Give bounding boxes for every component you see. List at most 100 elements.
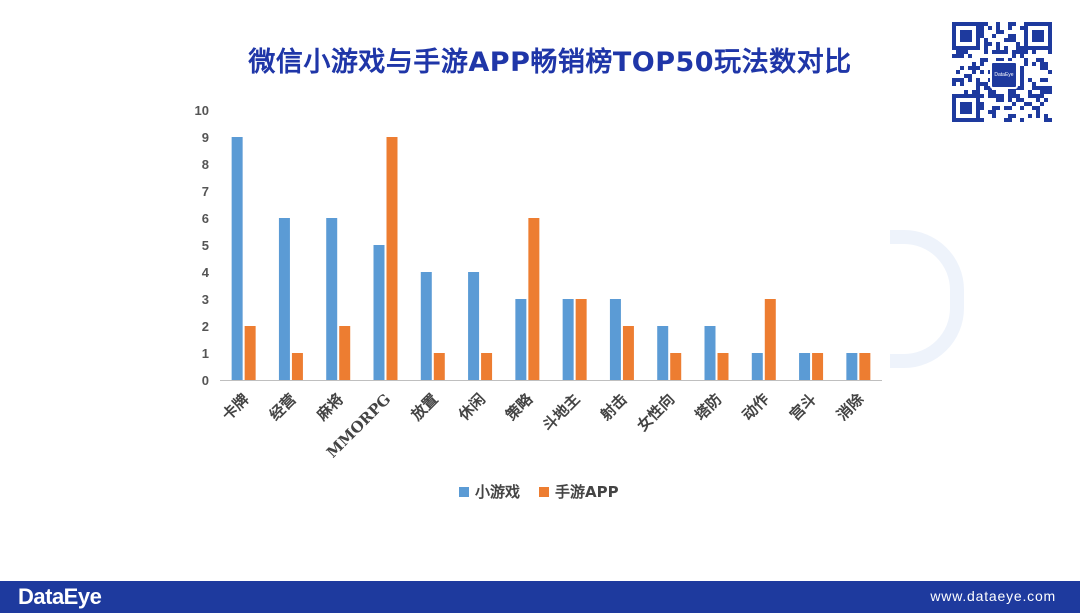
qr-module	[956, 78, 960, 82]
qr-module	[1036, 86, 1040, 90]
qr-module	[980, 82, 984, 86]
qr-module	[1048, 86, 1052, 90]
qr-module	[984, 86, 988, 90]
qr-module	[1004, 50, 1008, 54]
qr-module	[1004, 118, 1008, 122]
qr-module	[1020, 118, 1024, 122]
qr-module	[980, 102, 984, 106]
qr-module	[964, 50, 968, 54]
qr-module	[1016, 42, 1020, 46]
qr-module	[1040, 66, 1044, 70]
qr-module	[980, 118, 984, 122]
qr-module	[984, 82, 988, 86]
qr-module	[980, 70, 984, 74]
x-tick-label: 动作	[739, 390, 773, 424]
bar-小游戏	[515, 299, 527, 380]
qr-module	[996, 94, 1000, 98]
bar-小游戏	[704, 326, 716, 380]
bar-小游戏	[278, 218, 290, 380]
qr-module	[1020, 82, 1024, 86]
bar-手游APP	[670, 353, 682, 380]
qr-module	[1008, 38, 1012, 42]
footer-brand-logo: DataEye	[18, 584, 102, 609]
qr-pattern	[952, 22, 1052, 122]
legend-swatch-手游APP	[539, 487, 549, 497]
legend-label: 小游戏	[475, 483, 520, 501]
qr-module	[1020, 106, 1024, 110]
qr-module	[1020, 74, 1024, 78]
chart-title: 微信小游戏与手游APP畅销榜TOP50玩法数对比	[248, 47, 852, 78]
qr-module	[1012, 90, 1016, 94]
x-tick-label: 宫斗	[786, 390, 820, 424]
qr-module	[1028, 90, 1032, 94]
qr-module	[996, 50, 1000, 54]
qr-module	[1040, 90, 1044, 94]
bar-小游戏	[846, 353, 858, 380]
qr-module	[1012, 38, 1016, 42]
qr-module	[1024, 102, 1028, 106]
qr-module	[1036, 94, 1040, 98]
y-tick-label: 10	[195, 103, 209, 118]
bar-手游APP	[339, 326, 351, 380]
x-tick-label: 斗地主	[539, 390, 584, 435]
qr-module	[980, 22, 984, 26]
qr-module	[968, 54, 972, 58]
qr-logo: DataEye	[990, 61, 1018, 89]
qr-module	[1032, 106, 1036, 110]
bar-小游戏	[468, 272, 480, 380]
bar-手游APP	[764, 299, 776, 380]
qr-module	[1008, 22, 1012, 26]
qr-module	[1024, 58, 1028, 62]
bar-小游戏	[751, 353, 763, 380]
qr-module	[956, 54, 960, 58]
qr-module	[996, 106, 1000, 110]
y-tick-label: 0	[202, 373, 209, 388]
qr-module	[960, 78, 964, 82]
qr-module	[1004, 38, 1008, 42]
qr-module	[1000, 50, 1004, 54]
qr-module	[984, 50, 988, 54]
bar-小游戏	[231, 137, 243, 380]
qr-module	[964, 74, 968, 78]
qr-module	[976, 78, 980, 82]
qr-module	[996, 46, 1000, 50]
qr-module	[1008, 34, 1012, 38]
qr-module	[1020, 98, 1024, 102]
qr-module	[960, 54, 964, 58]
qr-module	[1044, 62, 1048, 66]
bar-小游戏	[799, 353, 811, 380]
qr-finder-core	[960, 102, 972, 114]
legend-label: 手游APP	[555, 483, 619, 501]
y-tick-label: 3	[202, 292, 209, 307]
qr-module	[956, 50, 960, 54]
qr-module	[956, 70, 960, 74]
qr-module	[996, 30, 1000, 34]
qr-module	[972, 66, 976, 70]
bar-手游APP	[433, 353, 445, 380]
qr-module	[976, 90, 980, 94]
qr-module	[1000, 30, 1004, 34]
qr-module	[980, 94, 984, 98]
qr-module	[1032, 50, 1036, 54]
qr-module	[1036, 110, 1040, 114]
qr-module	[988, 26, 992, 30]
qr-module	[1000, 58, 1004, 62]
qr-module	[1032, 82, 1036, 86]
x-tick-label: 放置	[407, 390, 442, 425]
bar-手游APP	[481, 353, 493, 380]
qr-module	[1008, 90, 1012, 94]
qr-module	[976, 66, 980, 70]
qr-module	[1004, 106, 1008, 110]
bar-手游APP	[528, 218, 540, 380]
qr-module	[992, 110, 996, 114]
qr-module	[1028, 78, 1032, 82]
qr-module	[980, 34, 984, 38]
qr-module	[952, 82, 956, 86]
y-tick-label: 7	[202, 184, 209, 199]
qr-module	[1012, 102, 1016, 106]
bar-小游戏	[657, 326, 669, 380]
x-tick-label: 麻将	[312, 390, 347, 425]
qr-module	[1040, 78, 1044, 82]
qr-module	[952, 78, 956, 82]
